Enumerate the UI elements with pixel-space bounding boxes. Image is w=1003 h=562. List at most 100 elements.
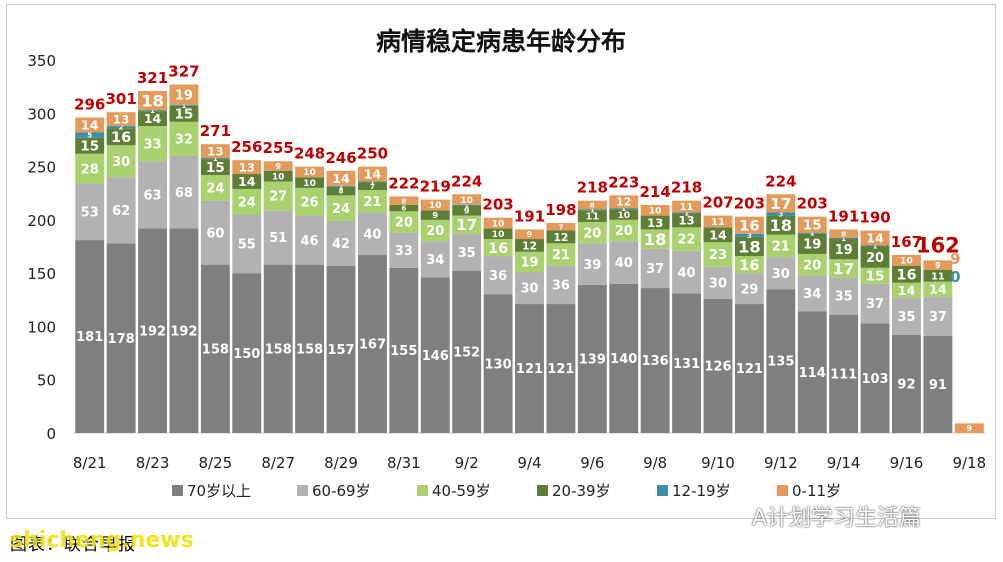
bar-segment <box>734 304 764 433</box>
data-label: 192 <box>139 324 166 339</box>
bar-segment <box>609 208 639 210</box>
bar-segment <box>295 177 325 188</box>
x-tick-label: 8/25 <box>199 454 233 472</box>
bar-segment <box>546 304 576 433</box>
bar-segment <box>734 216 764 234</box>
bar-segment <box>106 112 136 127</box>
bar-segment <box>640 229 670 249</box>
bar-segment <box>200 144 230 159</box>
data-label: 16 <box>739 258 759 274</box>
data-label: 15 <box>80 139 99 155</box>
data-label: 42 <box>332 237 350 252</box>
data-label: 14 <box>144 111 162 126</box>
bar-segment <box>389 211 419 233</box>
data-label: 8 <box>401 196 406 205</box>
bar-segment <box>640 215 670 230</box>
bar-segment <box>263 170 293 182</box>
total-label: 203 <box>734 195 765 213</box>
data-label: 12 <box>522 239 537 252</box>
data-label: 23 <box>709 248 727 263</box>
bar-segment <box>672 200 702 213</box>
legend-swatch <box>777 485 788 496</box>
data-label: 139 <box>579 353 606 368</box>
data-label: 14 <box>81 118 99 133</box>
y-tick-label: 250 <box>27 159 56 177</box>
bar-segment <box>797 232 827 234</box>
total-label: 321 <box>137 69 168 87</box>
data-label: 1 <box>810 230 815 238</box>
bar-segment <box>232 174 262 189</box>
data-label: 34 <box>803 287 821 302</box>
bar-segment <box>357 255 387 433</box>
bar-segment <box>169 104 199 106</box>
data-label: 32 <box>175 133 193 148</box>
bar-segment <box>75 153 105 184</box>
data-label: 150 <box>233 347 260 362</box>
bar-segment <box>169 105 199 122</box>
data-label: 126 <box>704 360 731 375</box>
bar-segment <box>200 264 230 433</box>
bar-segment <box>420 199 450 211</box>
legend-swatch <box>537 485 548 496</box>
bar-segment <box>892 297 921 335</box>
bar-segment <box>138 111 167 127</box>
bar-segment <box>263 161 293 171</box>
data-label: 136 <box>642 354 669 369</box>
legend-swatch <box>172 485 183 496</box>
data-label: 1 <box>150 107 155 115</box>
data-label: 13 <box>239 160 255 174</box>
bar-segment <box>200 159 230 176</box>
bar-segment <box>295 166 325 178</box>
data-label: 35 <box>835 290 853 305</box>
bar-segment <box>389 196 419 205</box>
bar-segment <box>357 181 387 183</box>
data-label: 152 <box>453 346 480 361</box>
x-tick-label: 9/6 <box>580 454 604 472</box>
bar-segment <box>577 200 607 210</box>
bar-segment <box>420 219 450 242</box>
bar-segment <box>75 240 105 433</box>
data-label: 30 <box>112 155 130 170</box>
bar-segment <box>640 204 670 216</box>
legend-label: 0-11岁 <box>792 482 841 500</box>
data-label: 121 <box>736 362 763 377</box>
bar-segment <box>829 277 859 315</box>
bar-segment <box>703 266 733 299</box>
data-label: 20 <box>803 258 821 273</box>
data-label: 18 <box>141 91 164 110</box>
data-label: 130 <box>485 357 512 372</box>
bar-segment <box>829 237 859 240</box>
data-label: 11 <box>680 202 694 213</box>
y-tick-label: 100 <box>27 318 56 336</box>
data-label: 16 <box>896 267 916 283</box>
data-label: 1 <box>182 102 187 110</box>
bar-segment <box>452 271 482 433</box>
y-tick-label: 0 <box>46 425 56 443</box>
data-label: 135 <box>767 355 794 370</box>
bar-segment <box>609 283 639 433</box>
bar-segment <box>75 117 105 133</box>
bar-segment <box>860 230 890 246</box>
data-label: 1 <box>590 206 595 214</box>
data-label: 37 <box>866 297 884 312</box>
data-label: 18 <box>644 230 667 249</box>
data-label: 16 <box>739 218 759 234</box>
data-label: 20 <box>583 226 601 241</box>
bar-segment <box>734 236 764 257</box>
bar-segment <box>389 232 419 268</box>
data-label: 24 <box>206 182 224 197</box>
x-tick-label: 9/8 <box>643 454 667 472</box>
bar-segment <box>923 281 953 297</box>
total-label: 191 <box>828 207 859 225</box>
total-label: 162 <box>916 233 960 257</box>
bar-segment <box>860 246 890 268</box>
data-label: 26 <box>301 195 319 210</box>
data-label: 9 <box>464 206 470 216</box>
data-label: 10 <box>303 168 316 178</box>
bar-segment <box>640 248 670 289</box>
x-tick-label: 8/23 <box>136 454 170 472</box>
data-label: 2 <box>119 124 124 132</box>
bar-segment <box>326 220 356 266</box>
bar-segment <box>954 423 984 433</box>
data-label: 14 <box>866 231 884 246</box>
